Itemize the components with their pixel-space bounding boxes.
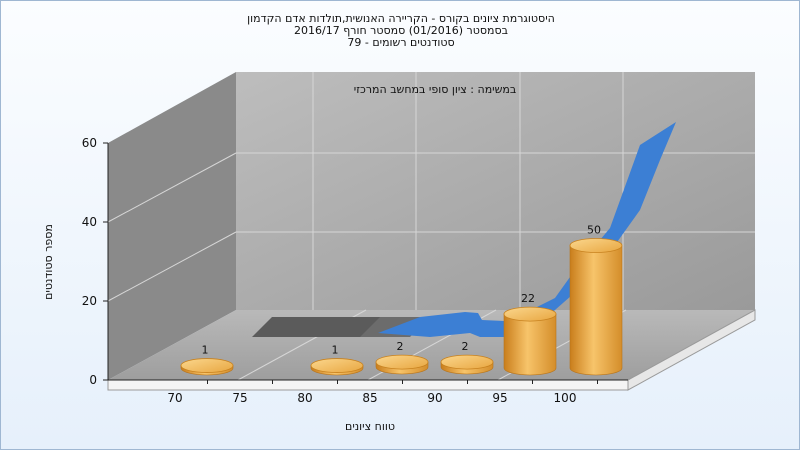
bar-body <box>504 314 556 375</box>
floor-edge-front <box>108 380 628 390</box>
bar-value-label: 50 <box>587 224 601 237</box>
y-tick-label: 60 <box>82 136 97 150</box>
bar-value-label: 1 <box>332 344 339 357</box>
y-tick-label: 40 <box>82 215 97 229</box>
x-tick-label: 85 <box>362 391 377 405</box>
x-tick-label: 95 <box>492 391 507 405</box>
x-tick-label: 75 <box>232 391 247 405</box>
x-tick-label: 70 <box>167 391 182 405</box>
y-tick-label: 0 <box>89 373 97 387</box>
x-tick-label: 100 <box>554 391 577 405</box>
y-axis-ticks: 0 20 40 60 <box>82 136 108 387</box>
bar-value-label: 2 <box>462 340 469 353</box>
bar-cap <box>504 307 556 321</box>
bar-value-label: 1 <box>202 344 209 357</box>
bar-value-label: 22 <box>521 292 535 305</box>
x-tick-label: 80 <box>297 391 312 405</box>
bar-6: 50 <box>570 224 622 376</box>
bar-cap <box>570 239 622 253</box>
bar-value-label: 2 <box>397 340 404 353</box>
bar-body <box>570 246 622 376</box>
x-tick-label: 90 <box>427 391 442 405</box>
bar-cap <box>311 359 363 373</box>
bar-cap <box>441 355 493 369</box>
chart-subtitle: במשימה : ציון סופי במחשב המרכזי <box>354 83 517 96</box>
y-axis-label: מספר סטודנטים <box>42 224 55 300</box>
x-axis-label: טווח ציונים <box>345 420 395 433</box>
y-tick-label: 20 <box>82 294 97 308</box>
bar-cap <box>376 355 428 369</box>
back-wall <box>236 72 755 310</box>
bar-cap <box>181 359 233 373</box>
